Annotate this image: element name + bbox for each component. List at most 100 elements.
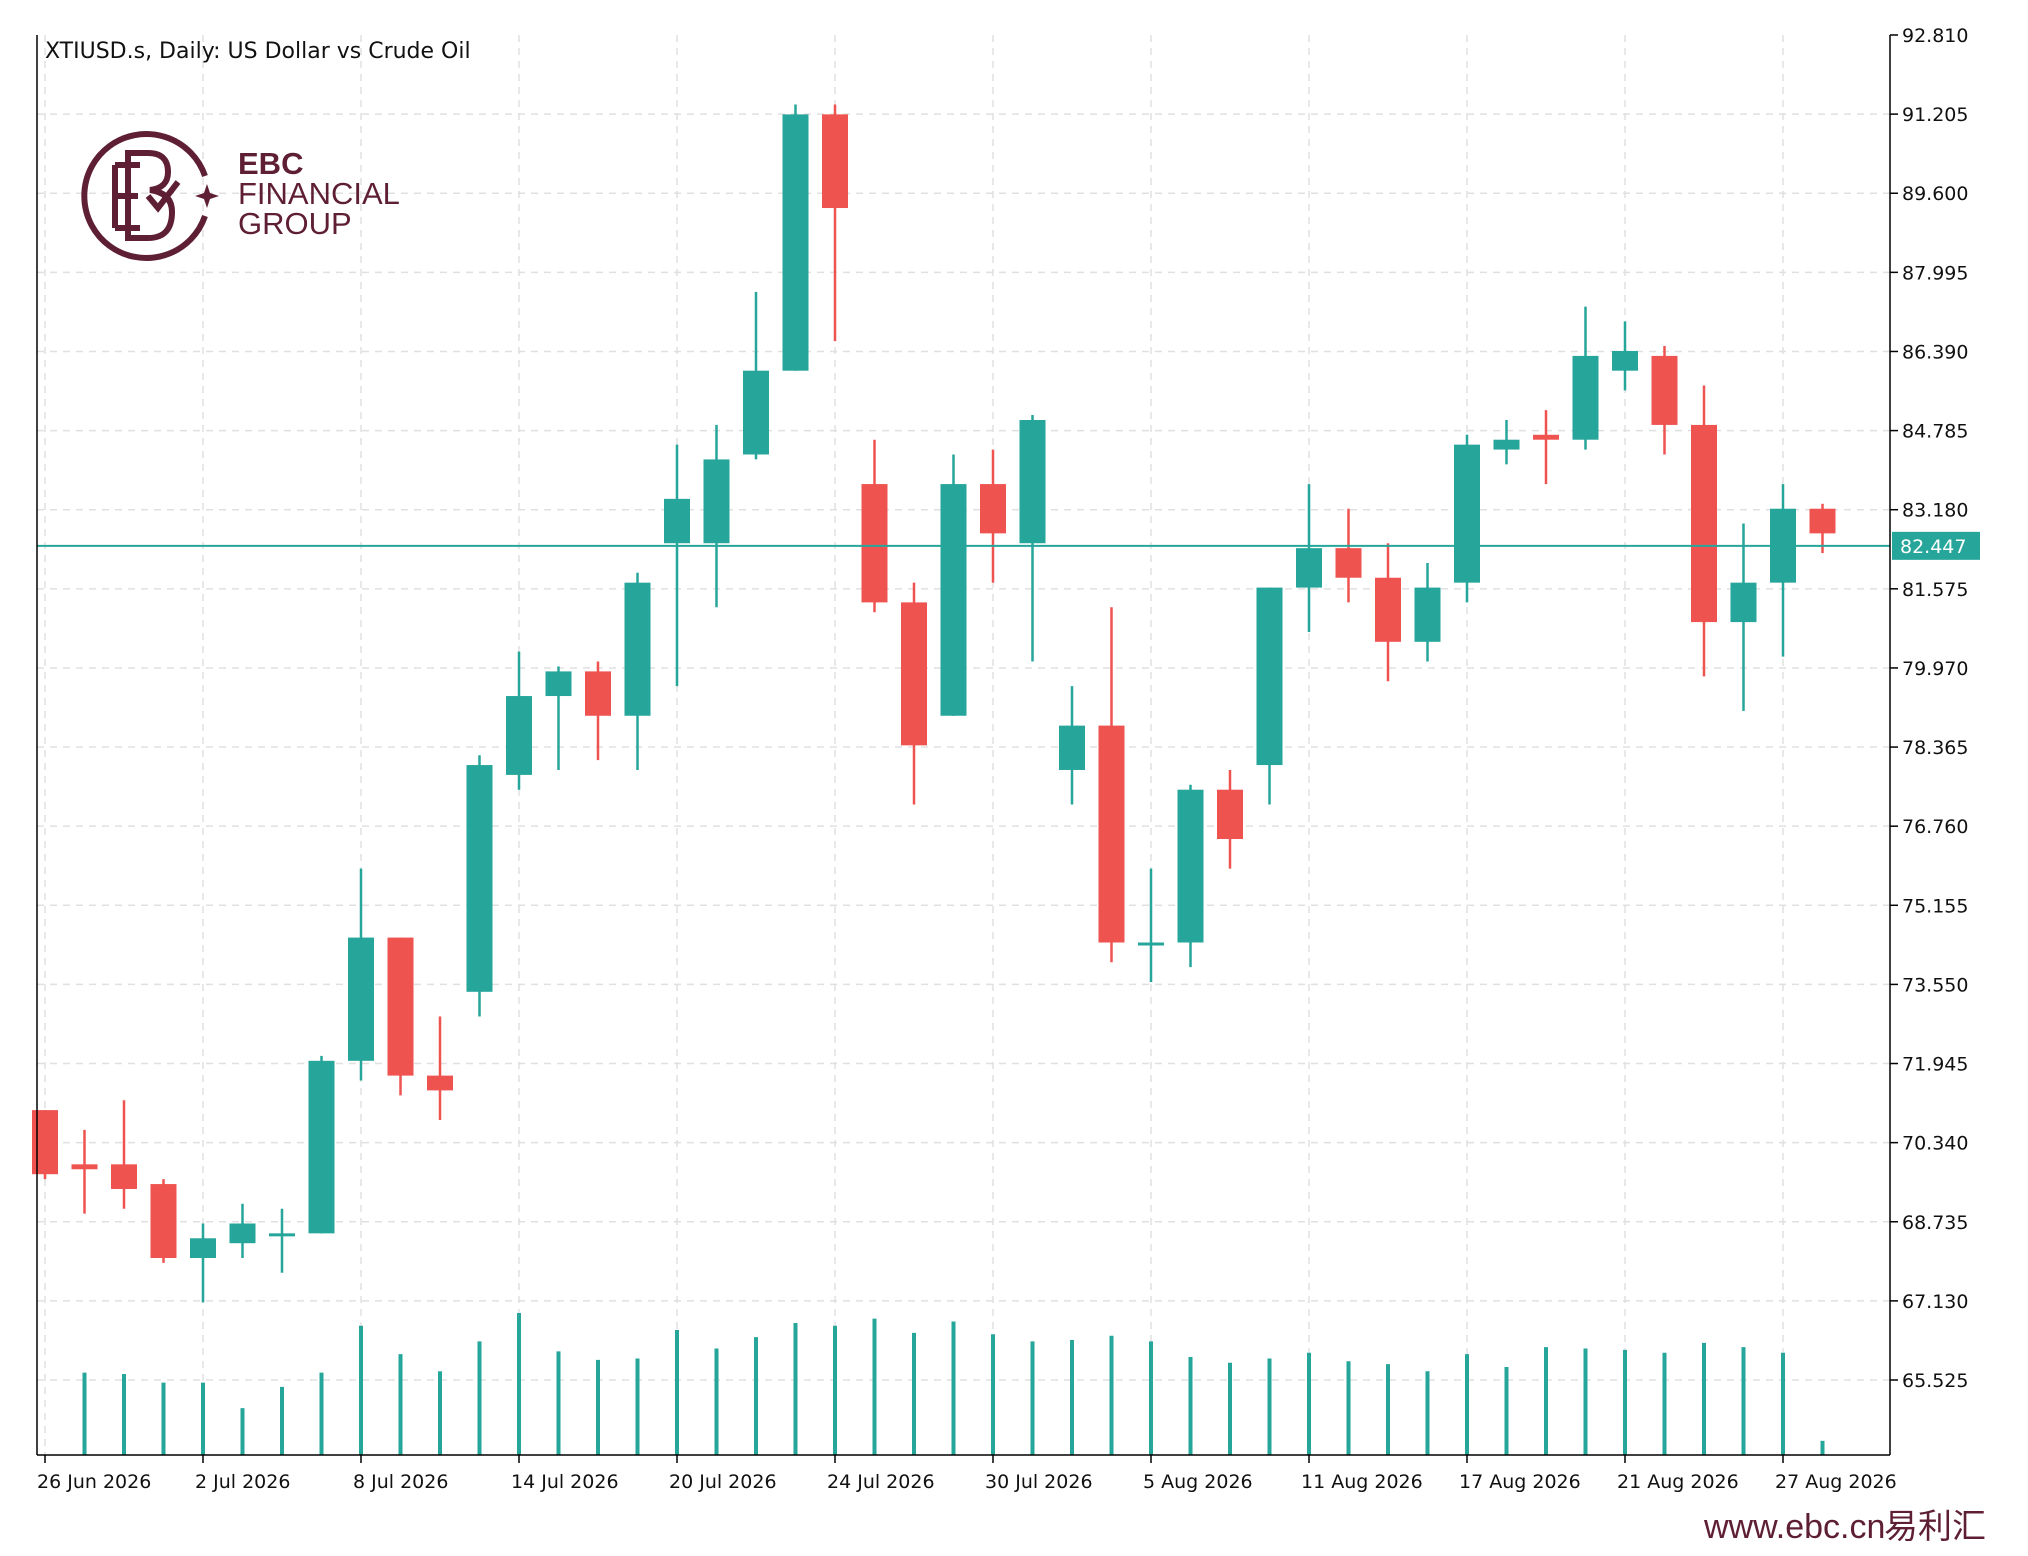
- candle-body: [1730, 582, 1757, 623]
- candle-body: [1177, 789, 1204, 943]
- candle-body: [466, 765, 493, 992]
- candle-body: [703, 459, 730, 544]
- y-tick-label: 92.810: [1902, 25, 1968, 47]
- logo-line2: FINANCIAL: [238, 176, 400, 211]
- x-tick-label: 21 Aug 2026: [1617, 1471, 1739, 1493]
- candle-body: [1572, 355, 1599, 440]
- candle-down: [1375, 543, 1401, 682]
- volume-bars: [82, 1313, 1825, 1455]
- candle-down: [1691, 385, 1717, 677]
- candle-body: [427, 1075, 453, 1091]
- candle-up: [229, 1203, 256, 1258]
- candle-up: [545, 666, 572, 770]
- candle-body: [1612, 350, 1638, 371]
- candle-body: [1019, 419, 1046, 544]
- candle-body: [348, 937, 374, 1061]
- candle-up: [1138, 868, 1164, 982]
- candle-up: [466, 755, 493, 1017]
- footer-cn-text: 易利汇: [1884, 1508, 1986, 1546]
- candle-up: [703, 424, 730, 608]
- x-tick-label: 14 Jul 2026: [511, 1471, 619, 1493]
- x-tick-label: 27 Aug 2026: [1775, 1471, 1897, 1493]
- x-tick-label: 2 Jul 2026: [195, 1471, 290, 1493]
- candle-body: [71, 1164, 98, 1170]
- candle-body: [1414, 587, 1441, 642]
- x-tick-label: 17 Aug 2026: [1459, 1471, 1581, 1493]
- x-tick-label: 11 Aug 2026: [1301, 1471, 1423, 1493]
- sparkle-icon: [195, 184, 219, 208]
- current-price-tag: [1892, 531, 1980, 560]
- y-tick-label: 91.205: [1902, 104, 1968, 126]
- candle-body: [269, 1233, 295, 1237]
- y-tick-label: 71.945: [1902, 1054, 1968, 1076]
- candle-up: [1059, 686, 1085, 805]
- x-tick-label: 24 Jul 2026: [827, 1471, 935, 1493]
- ebc-logo-mark: [81, 131, 219, 261]
- candle-body: [308, 1060, 335, 1234]
- y-tick-label: 68.735: [1902, 1212, 1968, 1234]
- candle-body: [1335, 548, 1362, 578]
- current-price-line: 82.447: [37, 531, 1980, 560]
- x-tick-label: 30 Jul 2026: [985, 1471, 1093, 1493]
- candle-up: [743, 291, 769, 460]
- candle-up: [1019, 415, 1046, 662]
- y-tick-label: 79.970: [1902, 658, 1968, 680]
- candle-up: [1454, 434, 1480, 603]
- chart-title: XTIUSD.s, Daily: US Dollar vs Crude Oil: [45, 39, 471, 64]
- y-tick-label: 84.785: [1902, 421, 1968, 443]
- ebc-logo: EBC FINANCIAL GROUP: [81, 131, 400, 261]
- candle-body: [1375, 577, 1401, 642]
- y-tick-label: 81.575: [1902, 579, 1968, 601]
- candle-up: [1572, 306, 1599, 450]
- candle-body: [861, 484, 888, 603]
- candle-down: [71, 1129, 98, 1214]
- y-tick-label: 83.180: [1902, 500, 1968, 522]
- x-tick-label: 26 Jun 2026: [37, 1471, 151, 1493]
- candle-body: [545, 671, 572, 697]
- candle-body: [32, 1110, 58, 1175]
- candle-body: [190, 1238, 216, 1258]
- candle-up: [269, 1208, 295, 1273]
- y-tick-label: 78.365: [1902, 737, 1968, 759]
- candle-body: [1256, 587, 1283, 766]
- y-tick-label: 65.525: [1902, 1370, 1968, 1392]
- candle-down: [1217, 769, 1243, 869]
- y-axis-ticks: 92.810 91.205 89.600 87.995 86.390 84.785 83.1…: [1890, 25, 1968, 1392]
- logo-line3: GROUP: [238, 206, 352, 241]
- candle-body: [664, 498, 690, 544]
- y-tick-label: 70.340: [1902, 1133, 1968, 1155]
- candle-down: [427, 1016, 453, 1120]
- logo-line1: EBC: [238, 146, 303, 181]
- candle-up: [1730, 523, 1757, 711]
- candle-up: [940, 454, 967, 716]
- candle-body: [1098, 725, 1125, 943]
- x-tick-label: 5 Aug 2026: [1143, 1471, 1253, 1493]
- footer-url: www.ebc.cn: [1703, 1508, 1885, 1546]
- x-axis-ticks: 26 Jun 2026 2 Jul 2026 8 Jul 2026 14 Jul 20…: [37, 1455, 1897, 1493]
- candle-down: [111, 1100, 137, 1209]
- candle-down: [32, 1110, 58, 1180]
- candle-up: [782, 104, 809, 371]
- y-tick-label: 87.995: [1902, 262, 1968, 284]
- candle-down: [585, 661, 611, 761]
- candle-down: [150, 1179, 177, 1263]
- candle-body: [229, 1223, 256, 1244]
- candle-up: [1493, 419, 1520, 465]
- candle-down: [1335, 508, 1362, 603]
- candle-body: [980, 484, 1006, 534]
- candle-body: [782, 114, 809, 371]
- y-tick-label: 89.600: [1902, 183, 1968, 205]
- candle-up: [190, 1223, 216, 1303]
- candle-body: [150, 1184, 177, 1258]
- candle-down: [1533, 410, 1559, 485]
- candle-up: [1296, 484, 1322, 632]
- y-tick-label: 76.760: [1902, 816, 1968, 838]
- current-price-label: 82.447: [1900, 536, 1966, 558]
- candle-down: [1098, 607, 1125, 963]
- candle-down: [387, 937, 414, 1096]
- candle-down: [861, 439, 888, 613]
- candle-body: [940, 484, 967, 716]
- candle-body: [624, 582, 651, 716]
- candle-body: [1493, 439, 1520, 450]
